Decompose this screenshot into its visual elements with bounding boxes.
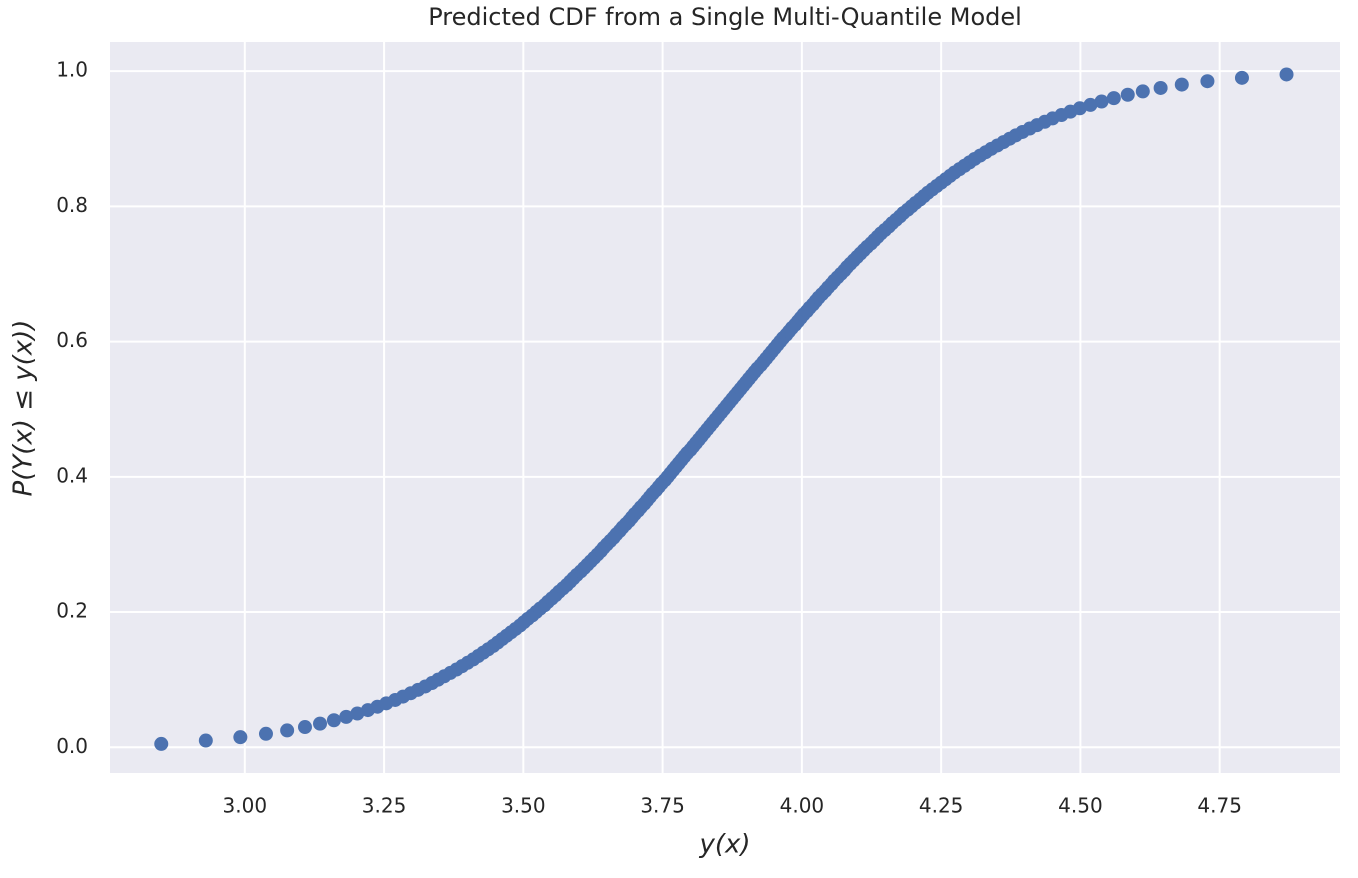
x-tick-label: 3.50: [501, 794, 546, 818]
x-tick-label: 4.50: [1058, 794, 1103, 818]
point: [280, 723, 295, 738]
x-tick-label: 3.25: [362, 794, 407, 818]
point: [1072, 101, 1087, 116]
y-tick-label: 0.0: [56, 734, 88, 758]
point: [1200, 74, 1215, 89]
point: [1094, 94, 1109, 109]
y-tick-label: 1.0: [56, 58, 88, 82]
point: [258, 726, 273, 741]
point: [297, 720, 312, 735]
grid: [110, 42, 1340, 773]
point: [198, 733, 213, 748]
chart-title: Predicted CDF from a Single Multi-Quanti…: [428, 3, 1022, 31]
tick-labels: 3.00 3.25 3.50 3.75 4.00 4.25 4.50 4.75 0.0 0.2 0.…: [56, 58, 1242, 818]
y-tick-label: 0.8: [56, 193, 88, 217]
y-tick-label: 0.4: [56, 463, 88, 487]
x-tick-label: 4.25: [919, 794, 964, 818]
y-tick-label: 0.2: [56, 599, 88, 623]
point: [350, 706, 365, 721]
x-axis-label: y(x): [698, 830, 750, 860]
point: [1106, 91, 1121, 106]
x-tick-label: 3.75: [640, 794, 685, 818]
point: [1083, 97, 1098, 112]
point: [154, 736, 169, 751]
x-tick-label: 4.00: [780, 794, 825, 818]
point: [313, 716, 328, 731]
point: [339, 709, 354, 724]
x-tick-label: 3.00: [223, 794, 268, 818]
y-tick-label: 0.6: [56, 328, 88, 352]
data-points: [154, 67, 1294, 751]
point: [1135, 84, 1150, 99]
point: [1279, 67, 1294, 82]
point: [326, 713, 341, 728]
point: [1174, 77, 1189, 92]
point: [1234, 70, 1249, 85]
point: [1153, 80, 1168, 95]
y-axis-label: P(Y(x) ≤ y(x)): [9, 320, 39, 497]
point: [233, 730, 248, 745]
point: [1120, 87, 1135, 102]
x-tick-label: 4.75: [1197, 794, 1242, 818]
